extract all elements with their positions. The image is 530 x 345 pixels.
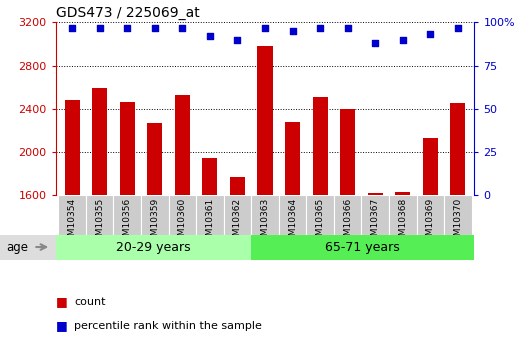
Text: count: count xyxy=(74,297,105,307)
Point xyxy=(206,33,214,39)
Bar xyxy=(196,195,224,235)
Point xyxy=(68,25,76,30)
Bar xyxy=(285,121,300,345)
Point xyxy=(233,37,242,42)
Text: GSM10367: GSM10367 xyxy=(370,198,379,247)
Text: GSM10359: GSM10359 xyxy=(151,198,160,247)
Bar xyxy=(120,102,135,345)
Bar xyxy=(230,177,245,345)
Bar xyxy=(395,192,410,345)
Bar xyxy=(224,195,251,235)
Text: GSM10366: GSM10366 xyxy=(343,198,352,247)
Bar xyxy=(251,195,279,235)
Bar xyxy=(417,195,444,235)
Point xyxy=(151,25,159,30)
Bar xyxy=(258,46,272,345)
Point xyxy=(261,25,269,30)
Text: 20-29 years: 20-29 years xyxy=(116,241,191,254)
Point xyxy=(178,25,187,30)
Point xyxy=(454,25,462,30)
Bar xyxy=(279,195,306,235)
Bar xyxy=(141,195,169,235)
Text: GSM10363: GSM10363 xyxy=(261,198,269,247)
Bar xyxy=(56,235,251,260)
Bar xyxy=(92,88,107,345)
Text: GSM10362: GSM10362 xyxy=(233,198,242,247)
Bar xyxy=(368,193,383,345)
Text: age: age xyxy=(7,240,29,254)
Bar xyxy=(147,123,162,345)
Bar xyxy=(86,195,113,235)
Bar xyxy=(340,109,355,345)
Bar xyxy=(175,95,190,345)
Point xyxy=(95,25,104,30)
Text: GSM10368: GSM10368 xyxy=(398,198,407,247)
Bar xyxy=(313,97,328,345)
Bar xyxy=(450,103,465,345)
Point xyxy=(426,32,435,37)
Text: GSM10355: GSM10355 xyxy=(95,198,104,247)
Text: GDS473 / 225069_at: GDS473 / 225069_at xyxy=(56,6,199,20)
Text: ■: ■ xyxy=(56,319,67,333)
Text: GSM10364: GSM10364 xyxy=(288,198,297,247)
Point xyxy=(123,25,131,30)
Text: GSM10365: GSM10365 xyxy=(315,198,324,247)
Bar xyxy=(251,235,474,260)
Text: GSM10361: GSM10361 xyxy=(206,198,215,247)
Text: GSM10356: GSM10356 xyxy=(123,198,132,247)
Point xyxy=(288,28,297,34)
Text: ■: ■ xyxy=(56,295,67,308)
Bar xyxy=(361,195,389,235)
Bar xyxy=(169,195,196,235)
Bar xyxy=(113,195,141,235)
Text: GSM10354: GSM10354 xyxy=(68,198,77,247)
Bar xyxy=(65,100,80,345)
Bar xyxy=(58,195,86,235)
Bar xyxy=(389,195,417,235)
Text: percentile rank within the sample: percentile rank within the sample xyxy=(74,321,262,331)
Bar xyxy=(202,158,217,345)
Text: GSM10360: GSM10360 xyxy=(178,198,187,247)
Text: GSM10370: GSM10370 xyxy=(453,198,462,247)
Bar xyxy=(306,195,334,235)
Bar xyxy=(444,195,472,235)
Text: GSM10369: GSM10369 xyxy=(426,198,435,247)
Point xyxy=(371,40,379,46)
Bar xyxy=(334,195,361,235)
Point xyxy=(399,37,407,42)
Text: 65-71 years: 65-71 years xyxy=(325,241,400,254)
Point xyxy=(316,25,324,30)
Bar xyxy=(423,138,438,345)
Point xyxy=(343,25,352,30)
